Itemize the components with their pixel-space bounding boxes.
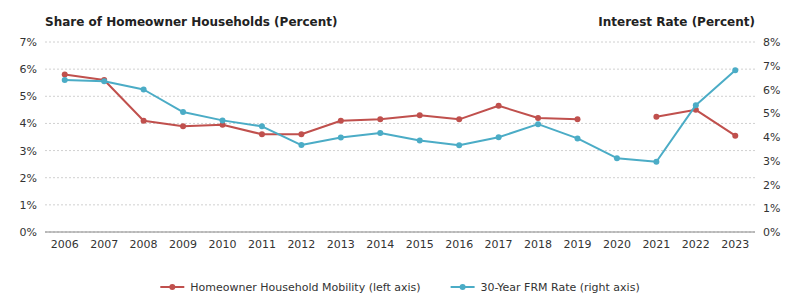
point [732,67,738,73]
x-tick-label: 2013 [327,238,355,251]
y2-tick-label: 7% [763,60,780,73]
point [575,135,581,141]
y-tick-label: 7% [20,36,37,49]
point [220,117,226,123]
y-axis-title: Share of Homeowner Households (Percent) [45,15,337,29]
grid-line [45,177,755,178]
x-tick-label: 2009 [169,238,197,251]
y-tick-label: 2% [20,172,37,185]
plot-area [62,67,739,164]
legend-item: 30-Year FRM Rate (right axis) [451,281,640,294]
legend: Homeowner Household Mobility (left axis)… [160,281,639,294]
point [259,123,265,129]
grid-line [45,123,755,124]
legend-item: Homeowner Household Mobility (left axis) [160,281,420,294]
x-tick-label: 2019 [564,238,592,251]
x-axis-line [45,232,755,233]
x-tick-label: 2010 [209,238,237,251]
x-tick-label: 2015 [406,238,434,251]
point [732,133,738,139]
point [259,131,265,137]
point [456,142,462,148]
point [101,78,107,84]
point [417,112,423,118]
point [417,138,423,144]
y2-tick-label: 6% [763,84,780,97]
point [298,131,304,137]
point [693,102,699,108]
series-line [65,70,736,161]
grid-line [45,42,755,43]
x-tick-label: 2011 [248,238,276,251]
chart: 0% 1% 2% 3% 4% 5% 6% 7% 0% 1% 2% 3% 4% 5% 6% 7% 8% 2006 20… [0,0,800,305]
grid-line [45,150,755,151]
x-tick-label: 2018 [524,238,552,251]
x-tick-label: 2023 [721,238,749,251]
y2-tick-label: 1% [763,202,780,215]
x-tick-label: 2020 [603,238,631,251]
point [180,109,186,115]
y2-tick-label: 4% [763,131,780,144]
y-tick-label: 5% [20,90,37,103]
x-tick-label: 2022 [682,238,710,251]
point [62,77,68,83]
legend-marker [460,284,466,290]
x-tick-label: 2021 [642,238,670,251]
x-tick-label: 2006 [51,238,79,251]
point [141,87,147,93]
x-tick-label: 2017 [485,238,513,251]
x-tick-label: 2007 [90,238,118,251]
grid-line [45,69,755,70]
y-tick-label: 1% [20,199,37,212]
legend-marker [169,284,175,290]
legend-label: Homeowner Household Mobility (left axis) [190,281,420,294]
point [496,134,502,140]
point [62,72,68,78]
grid-line [45,232,755,233]
point [653,159,659,165]
y2-tick-label: 0% [763,226,780,239]
x-tick-label: 2008 [130,238,158,251]
point [298,142,304,148]
y2-tick-label: 3% [763,155,780,168]
x-tick-label: 2014 [366,238,394,251]
point [535,115,541,121]
y2-tick-label: 5% [763,107,780,120]
point [535,121,541,127]
grid-line [45,96,755,97]
y-tick-label: 0% [20,226,37,239]
point [614,155,620,161]
point [377,130,383,136]
x-tick-label: 2012 [287,238,315,251]
y2-axis-title: Interest Rate (Percent) [598,15,755,29]
point [338,134,344,140]
y-tick-label: 3% [20,145,37,158]
point [496,103,502,109]
legend-label: 30-Year FRM Rate (right axis) [481,281,640,294]
point [456,116,462,122]
y-tick-label: 4% [20,117,37,130]
point [141,118,147,124]
point [575,116,581,122]
grid-line [45,204,755,205]
x-tick-label: 2016 [445,238,473,251]
series-line [65,75,736,136]
point [653,114,659,120]
point [338,118,344,124]
point [180,123,186,129]
y2-tick-label: 8% [763,36,780,49]
point [377,116,383,122]
y2-tick-label: 2% [763,179,780,192]
y-tick-label: 6% [20,63,37,76]
